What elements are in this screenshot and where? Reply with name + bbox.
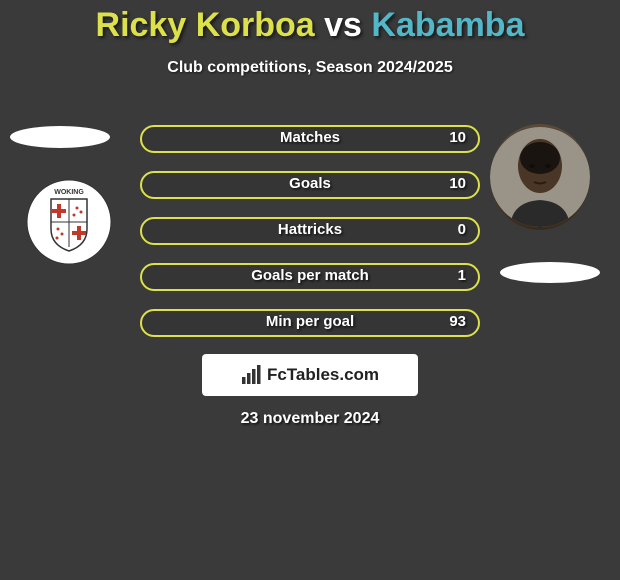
stat-right-value: 93 [449,313,466,330]
stat-right-value: 10 [449,129,466,146]
page-title: Ricky Korboa vs Kabamba [0,6,620,45]
stats-list: Matches 10 Goals 10 Hattricks 0 Goals pe… [140,125,480,355]
player-left-avatar-placeholder [10,126,110,148]
date-text: 23 november 2024 [0,410,620,428]
stat-label: Hattricks [142,221,478,238]
stat-label: Min per goal [142,313,478,330]
player-left-club-badge: WOKING [19,177,119,267]
brand-text: FcTables.com [267,365,379,385]
badge-text: WOKING [54,189,84,196]
player-left-name: Ricky Korboa [96,6,315,44]
subtitle: Club competitions, Season 2024/2025 [0,59,620,77]
stat-right-value: 10 [449,175,466,192]
player-right-name: Kabamba [371,6,524,44]
stat-label: Goals [142,175,478,192]
player-right-club-placeholder [500,262,600,283]
comparison-card: Ricky Korboa vs Kabamba Club competition… [0,0,620,77]
woking-badge-icon: WOKING [19,177,119,267]
vs-text: vs [315,6,372,44]
stat-row-goals-per-match: Goals per match 1 [140,263,480,291]
stat-right-value: 0 [458,221,466,238]
bars-icon [241,365,263,385]
stat-row-hattricks: Hattricks 0 [140,217,480,245]
stat-label: Matches [142,129,478,146]
stat-row-min-per-goal: Min per goal 93 [140,309,480,337]
stat-right-value: 1 [458,267,466,284]
brand-box[interactable]: FcTables.com [202,354,418,396]
stat-label: Goals per match [142,267,478,284]
player-photo-icon [490,124,590,230]
stat-row-goals: Goals 10 [140,171,480,199]
stat-row-matches: Matches 10 [140,125,480,153]
player-right-avatar [490,124,590,230]
